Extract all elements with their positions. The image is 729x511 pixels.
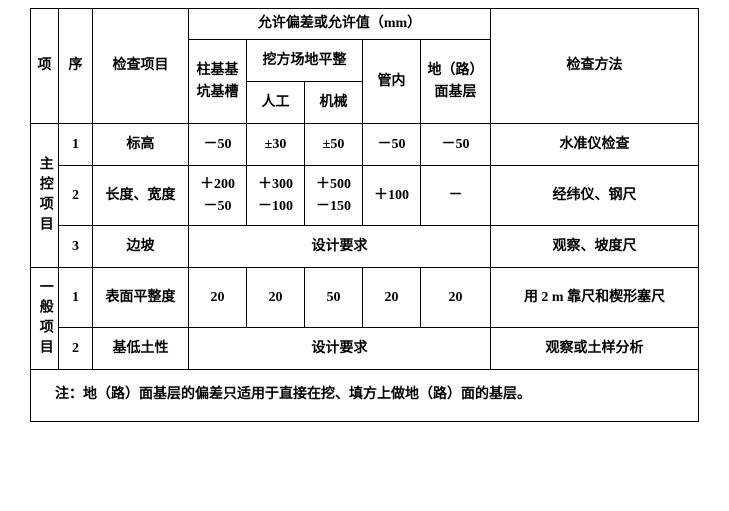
- table-row: 2 长度、宽度 ＋200－50 ＋300－100 ＋500－150 ＋100 －…: [31, 166, 699, 226]
- hdr-col2b: 机械: [305, 82, 363, 124]
- cell-method: 用 2 m 靠尺和楔形塞尺: [491, 268, 699, 328]
- hdr-col2a: 人工: [247, 82, 305, 124]
- cell-v: 20: [363, 268, 421, 328]
- cell-method: 观察、坡度尺: [491, 226, 699, 268]
- hdr-col3: 管内: [363, 40, 421, 124]
- cell-span: 设计要求: [189, 328, 491, 370]
- cell-seq: 1: [59, 124, 93, 166]
- table-row: 2 基低土性 设计要求 观察或土样分析: [31, 328, 699, 370]
- cell-v: －50: [189, 124, 247, 166]
- cell-v: ±50: [305, 124, 363, 166]
- hdr-item: 检查项目: [93, 9, 189, 124]
- table-row: 3 边坡 设计要求 观察、坡度尺: [31, 226, 699, 268]
- table-row: 主控项目 1 标高 －50 ±30 ±50 －50 －50 水准仪检查: [31, 124, 699, 166]
- cell-method: 经纬仪、钢尺: [491, 166, 699, 226]
- cell-v: －: [421, 166, 491, 226]
- cell-v: 20: [189, 268, 247, 328]
- cell-seq: 2: [59, 166, 93, 226]
- hdr-col4: 地（路）面基层: [421, 40, 491, 124]
- header-row-1: 项 序 检查项目 允许偏差或允许值（mm） 检查方法: [31, 9, 699, 40]
- cell-v: 20: [247, 268, 305, 328]
- cell-method: 水准仪检查: [491, 124, 699, 166]
- hdr-method: 检查方法: [491, 9, 699, 124]
- hdr-col2-top: 挖方场地平整: [247, 40, 363, 82]
- cell-item: 标高: [93, 124, 189, 166]
- cell-method: 观察或土样分析: [491, 328, 699, 370]
- cell-item: 基低土性: [93, 328, 189, 370]
- note-text: 注：地（路）面基层的偏差只适用于直接在挖、填方上做地（路）面的基层。: [31, 370, 699, 421]
- cell-item: 表面平整度: [93, 268, 189, 328]
- group-label-2: 一般项目: [31, 268, 59, 370]
- cell-item: 边坡: [93, 226, 189, 268]
- cell-v: 20: [421, 268, 491, 328]
- spec-table: 项 序 检查项目 允许偏差或允许值（mm） 检查方法 柱基基坑基槽 挖方场地平整…: [30, 8, 699, 422]
- cell-v: ＋100: [363, 166, 421, 226]
- hdr-col1: 柱基基坑基槽: [189, 40, 247, 124]
- cell-v: ＋200－50: [189, 166, 247, 226]
- hdr-seq: 序: [59, 9, 93, 124]
- cell-v: ＋500－150: [305, 166, 363, 226]
- cell-span: 设计要求: [189, 226, 491, 268]
- cell-seq: 3: [59, 226, 93, 268]
- table-row: 一般项目 1 表面平整度 20 20 50 20 20 用 2 m 靠尺和楔形塞…: [31, 268, 699, 328]
- cell-v: ±30: [247, 124, 305, 166]
- cell-v: ＋300－100: [247, 166, 305, 226]
- hdr-group-title: 允许偏差或允许值（mm）: [189, 9, 491, 40]
- cell-item: 长度、宽度: [93, 166, 189, 226]
- cell-seq: 1: [59, 268, 93, 328]
- cell-v: －50: [421, 124, 491, 166]
- cell-v: －50: [363, 124, 421, 166]
- group-label-1: 主控项目: [31, 124, 59, 268]
- hdr-proj: 项: [31, 9, 59, 124]
- cell-v: 50: [305, 268, 363, 328]
- cell-seq: 2: [59, 328, 93, 370]
- note-row: 注：地（路）面基层的偏差只适用于直接在挖、填方上做地（路）面的基层。: [31, 370, 699, 421]
